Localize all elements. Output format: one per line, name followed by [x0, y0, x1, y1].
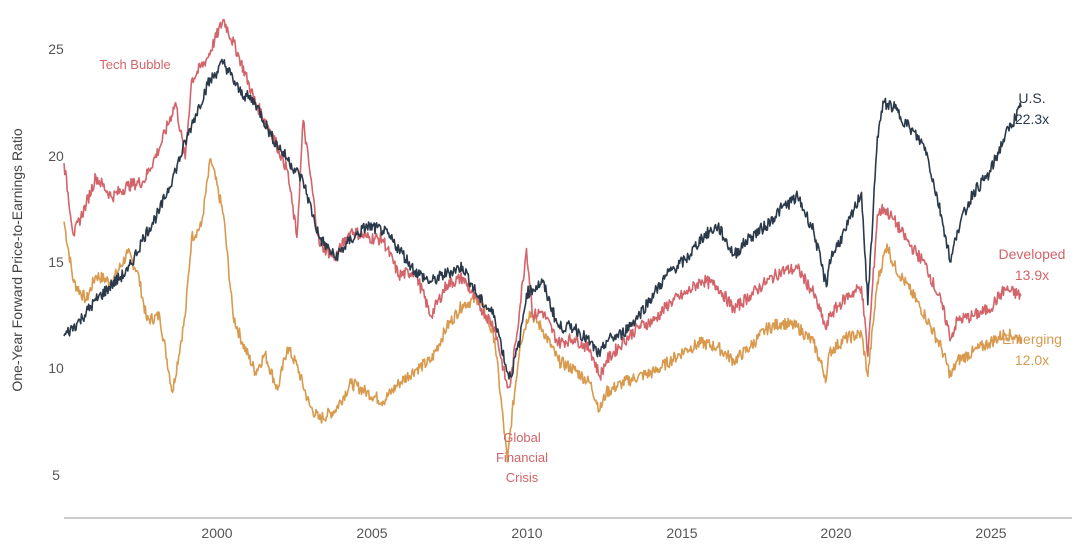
x-tick-label: 2020 — [820, 525, 851, 541]
y-tick-label: 5 — [52, 467, 60, 483]
x-tick-label: 2005 — [356, 525, 387, 541]
x-tick-label: 2025 — [975, 525, 1006, 541]
y-tick-label: 10 — [48, 360, 64, 376]
annotation-tech-bubble: Tech Bubble — [99, 57, 171, 72]
series-line-emerging — [63, 157, 1022, 463]
end-label-emerging-name: Emerging — [1002, 331, 1062, 347]
annotation-gfc-line-1: Global — [503, 430, 541, 445]
x-tick-label: 2010 — [511, 525, 542, 541]
end-labels: U.S. 22.3x Developed 13.9x Emerging 12.0… — [999, 90, 1066, 368]
y-axis: 5 10 15 20 25 — [48, 41, 64, 483]
series-line-u-s — [63, 58, 1022, 380]
y-tick-label: 25 — [48, 41, 64, 57]
x-tick-label: 2000 — [201, 525, 232, 541]
end-label-emerging-value: 12.0x — [1015, 352, 1049, 368]
y-axis-label: One-Year Forward Price-to-Earnings Ratio — [9, 128, 25, 391]
end-label-us-value: 22.3x — [1015, 111, 1049, 127]
y-tick-label: 20 — [48, 148, 64, 164]
annotation-gfc-line-2: Financial — [496, 450, 548, 465]
series-layer — [63, 18, 1022, 463]
x-axis: 2000 2005 2010 2015 2020 2025 — [201, 525, 1006, 541]
end-label-developed-name: Developed — [999, 246, 1066, 262]
y-tick-label: 15 — [48, 254, 64, 270]
x-tick-label: 2015 — [666, 525, 697, 541]
end-label-developed-value: 13.9x — [1015, 267, 1049, 283]
annotations: Tech Bubble Global Financial Crisis — [99, 57, 548, 485]
annotation-gfc-line-3: Crisis — [506, 470, 539, 485]
series-line-developed — [63, 18, 1022, 389]
end-label-us-name: U.S. — [1018, 90, 1045, 106]
